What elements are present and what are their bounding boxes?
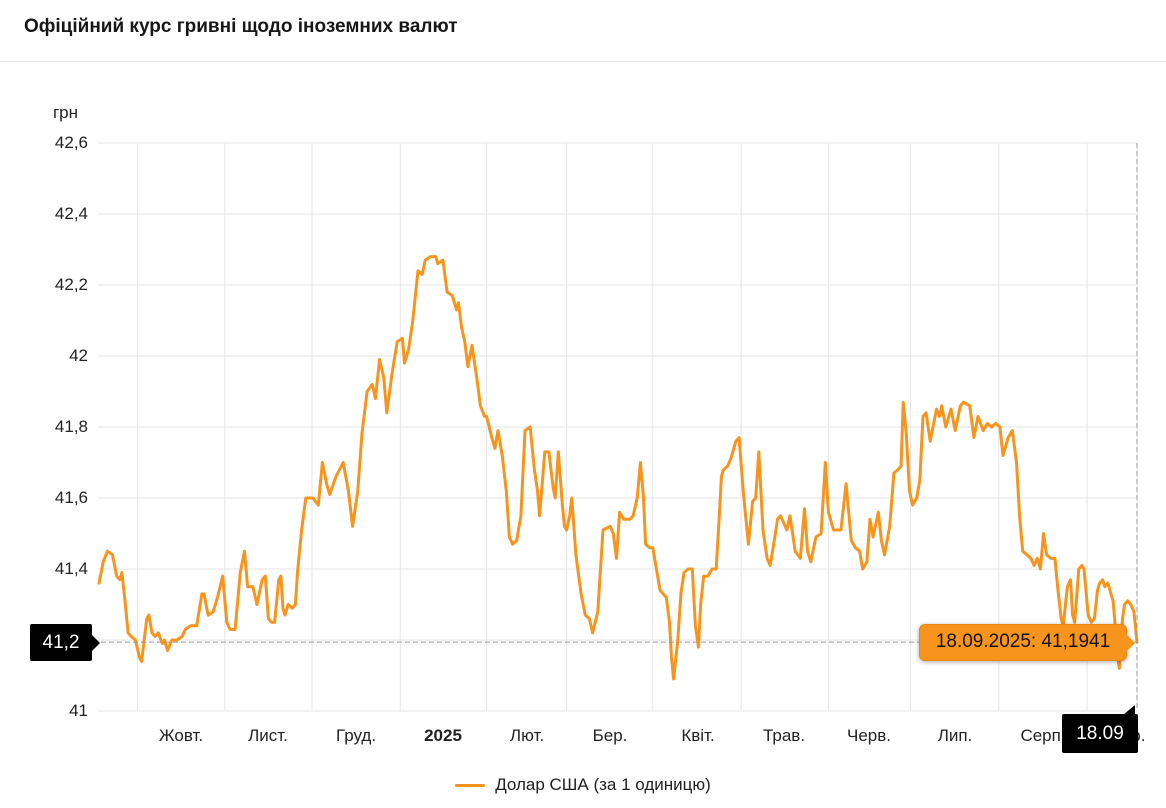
x-tick-label: 2025	[424, 726, 462, 745]
crosshair-x-value: 18.09	[1076, 723, 1124, 744]
x-tick-label: Серп.	[1020, 726, 1066, 745]
crosshair-x-axis-label: 18.09	[1062, 705, 1138, 753]
y-axis-unit-label: грн	[52, 103, 78, 122]
legend-label: Долар США (за 1 одиницю)	[495, 775, 711, 794]
x-tick-label: Лип.	[937, 726, 973, 745]
crosshair-y-axis-label: 41,2	[30, 624, 100, 661]
x-tick-label: Черв.	[847, 726, 891, 745]
series-line-usd[interactable]	[97, 255, 1139, 681]
tooltip-text: 18.09.2025: 41,1941	[935, 631, 1111, 652]
page-title: Офіційний курс гривні щодо іноземних вал…	[24, 16, 458, 37]
crosshair-y-value: 41,2	[42, 632, 80, 653]
x-tick-label: Лют.	[509, 726, 545, 745]
legend-item-usd[interactable]: Долар США (за 1 одиницю)	[0, 775, 1166, 795]
x-tick-label: Груд.	[335, 726, 377, 745]
y-tick-label: 42	[69, 346, 88, 365]
y-tick-label: 41	[69, 701, 88, 720]
y-tick-label: 41,4	[54, 559, 88, 578]
y-tick-label: 41,6	[54, 488, 88, 507]
y-tick-label: 42,4	[54, 204, 88, 223]
x-tick-label: Бер.	[592, 726, 628, 745]
y-tick-label: 42,2	[54, 275, 88, 294]
x-tick-label: Трав.	[762, 726, 806, 745]
tooltip: 18.09.2025: 41,1941	[919, 624, 1135, 661]
y-tick-label: 42,6	[54, 133, 88, 152]
x-tick-label: Жовт.	[158, 726, 204, 745]
x-tick-label: Лист.	[248, 726, 288, 745]
y-tick-label: 41,8	[54, 417, 88, 436]
x-tick-label: Квіт.	[681, 726, 715, 745]
header-divider	[0, 61, 1166, 62]
legend-line-swatch	[455, 783, 486, 787]
